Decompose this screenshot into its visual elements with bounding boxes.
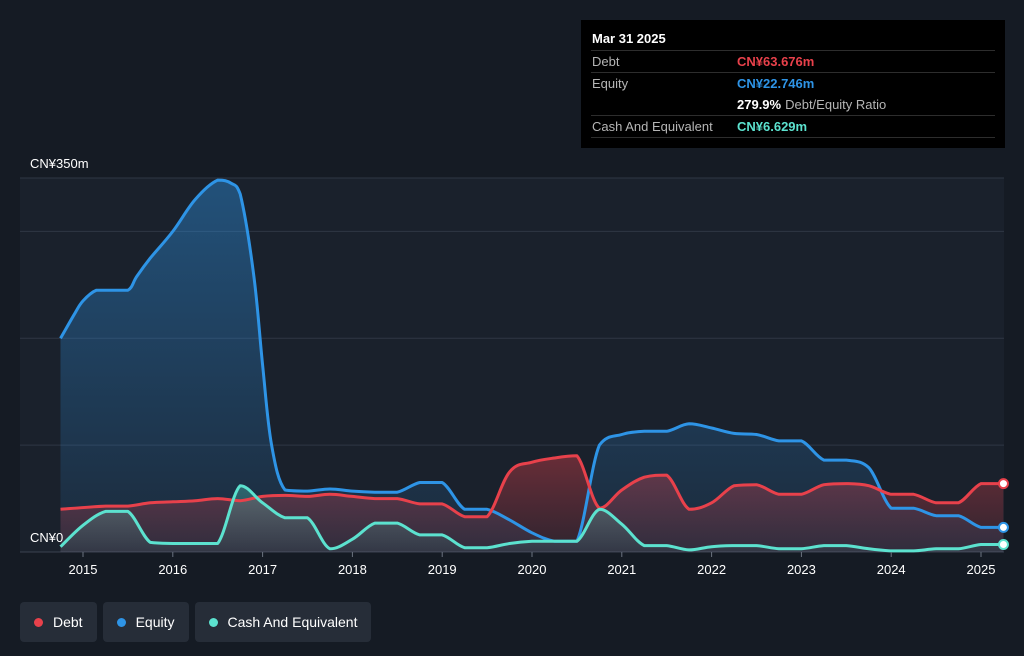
tooltip-row-debt: Debt CN¥63.676m xyxy=(591,50,995,72)
endpoint-equity xyxy=(997,521,1009,533)
series-endpoints xyxy=(997,478,1009,551)
tooltip-row-ratio: 279.9% Debt/Equity Ratio xyxy=(591,94,995,115)
x-tick-label-2019: 2019 xyxy=(428,562,457,577)
x-axis: 2015 2016 2017 2018 2019 2020 2021 2022 2023 2024… xyxy=(69,552,996,577)
series-areas xyxy=(60,180,1004,552)
tooltip-ratio-label: Debt/Equity Ratio xyxy=(785,97,887,112)
x-tick-label-2020: 2020 xyxy=(518,562,547,577)
area-cash-and-equivalent xyxy=(60,485,1004,552)
tooltip-equity-value: CN¥22.746m xyxy=(737,76,815,91)
tooltip-equity-label: Equity xyxy=(592,76,629,91)
line-equity xyxy=(59,178,1004,543)
tooltip-debt-value: CN¥63.676m xyxy=(737,54,815,69)
chart-legend: Debt Equity Cash And Equivalent xyxy=(20,602,372,642)
legend-dot-cash-icon xyxy=(208,617,218,627)
legend-item-cash[interactable]: Cash And Equivalent xyxy=(194,602,372,642)
legend-label-debt: Debt xyxy=(53,614,83,630)
legend-dot-equity-icon xyxy=(116,617,126,627)
endpoint-cash-and-equivalent xyxy=(997,539,1009,551)
tooltip-cash-value: CN¥6.629m xyxy=(737,119,808,134)
x-tick-label-2021: 2021 xyxy=(607,562,636,577)
x-tick-label-2024: 2024 xyxy=(877,562,906,577)
x-tick-label-2016: 2016 xyxy=(158,562,187,577)
legend-item-equity[interactable]: Equity xyxy=(102,602,189,642)
legend-dot-debt-icon xyxy=(34,617,43,627)
endpoint-debt xyxy=(997,478,1009,490)
area-equity xyxy=(60,180,1004,552)
series-lines xyxy=(59,178,1004,553)
line-debt xyxy=(60,454,1004,519)
tooltip-cash-label: Cash And Equivalent xyxy=(592,119,713,134)
tooltip-ratio-value: 279.9% xyxy=(737,97,782,112)
x-tick-label-2025: 2025 xyxy=(967,562,996,577)
line-cash-and-equivalent xyxy=(59,484,1004,553)
x-tick-label-2017: 2017 xyxy=(248,562,277,577)
tooltip-row-cash: Cash And Equivalent CN¥6.629m xyxy=(591,115,995,138)
x-tick-label-2022: 2022 xyxy=(697,562,726,577)
x-tick-label-2018: 2018 xyxy=(338,562,367,577)
tooltip-row-equity: Equity CN¥22.746m xyxy=(591,72,995,94)
tooltip-debt-label: Debt xyxy=(592,54,620,69)
y-axis-max-label: CN¥350m xyxy=(30,156,89,171)
data-tooltip: Mar 31 2025 Debt CN¥63.676m Equity CN¥22… xyxy=(581,20,1005,148)
y-axis-zero-label: CN¥0 xyxy=(30,530,63,545)
legend-label-equity: Equity xyxy=(135,614,175,630)
x-tick-label-2015: 2015 xyxy=(69,562,98,577)
x-tick-label-2023: 2023 xyxy=(787,562,816,577)
legend-item-debt[interactable]: Debt xyxy=(20,602,97,642)
tooltip-date: Mar 31 2025 xyxy=(592,31,666,46)
legend-label-cash: Cash And Equivalent xyxy=(227,614,358,630)
